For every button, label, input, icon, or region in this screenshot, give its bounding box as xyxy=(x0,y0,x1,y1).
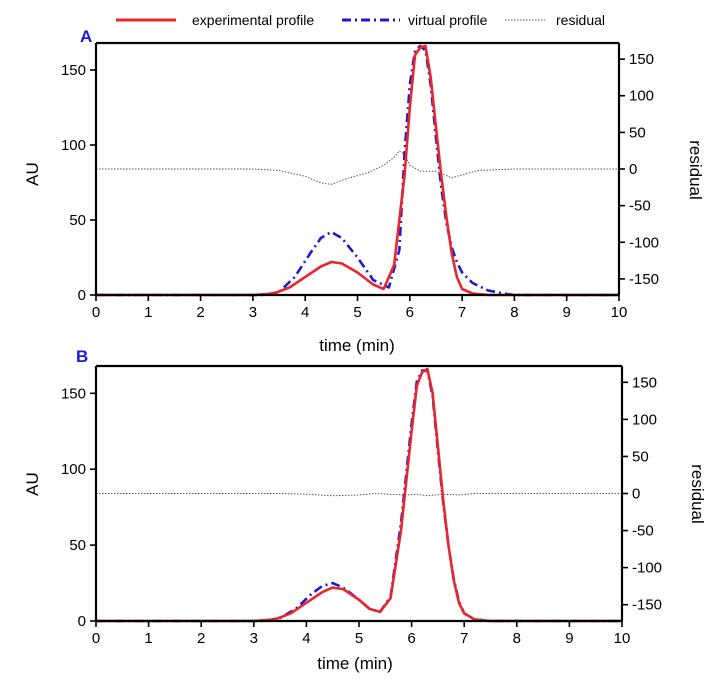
legend-label-residual: residual xyxy=(556,12,605,28)
x-tick-label: 6 xyxy=(407,630,415,647)
x-tick-label: 9 xyxy=(565,630,573,647)
x-tick-label: 2 xyxy=(197,630,205,647)
x-tick-label: 8 xyxy=(510,304,518,321)
panel-label-a: A xyxy=(80,27,92,46)
y-tick-label: 0 xyxy=(78,287,86,304)
x-tick-label: 7 xyxy=(458,304,466,321)
y-tick-label: 100 xyxy=(61,137,86,154)
y-axis-title-a: AU xyxy=(23,162,42,186)
x-tick-label: 9 xyxy=(563,304,571,321)
y-axis-title-b: AU xyxy=(23,472,42,496)
series-line-virtual-profile xyxy=(96,369,622,623)
x-tick-label: 5 xyxy=(353,304,361,321)
y-tick-label: 100 xyxy=(61,461,86,478)
x-tick-label: 1 xyxy=(144,630,152,647)
y-tick-label: 150 xyxy=(61,62,86,79)
series-line-virtual-profile xyxy=(96,44,619,297)
x-tick-label: 8 xyxy=(513,630,521,647)
legend: experimental profile virtual profile res… xyxy=(116,12,605,28)
legend-label-experimental: experimental profile xyxy=(192,12,314,28)
y2-tick-label: 100 xyxy=(629,88,654,105)
y-tick-label: 0 xyxy=(78,613,86,630)
y2-tick-label: 50 xyxy=(632,448,649,465)
x-tick-label: 1 xyxy=(144,304,152,321)
x-axis-title-a: time (min) xyxy=(319,336,395,355)
panel-b: B AU residual time (min) 0 1 2 3 4 5 6 7 8 9 10050… xyxy=(23,347,707,673)
y2-tick-label: -150 xyxy=(632,597,662,614)
x-tick-label: 6 xyxy=(406,304,414,321)
y2-tick-label: -50 xyxy=(632,523,654,540)
y2-axis-title-a: residual xyxy=(686,140,705,200)
x-tick-label: 2 xyxy=(196,304,204,321)
x-tick-label: 4 xyxy=(302,630,310,647)
x-tick-label: 0 xyxy=(92,304,100,321)
y2-tick-label: -150 xyxy=(629,271,659,288)
panel-label-b: B xyxy=(76,347,88,366)
y2-axis-title-b: residual xyxy=(688,464,707,524)
y2-tick-label: 150 xyxy=(629,51,654,68)
y2-tick-label: -100 xyxy=(632,560,662,577)
panel-a: A AU residual time (min) 0 1 2 3 4 5 6 7 8 9 10050… xyxy=(23,27,705,355)
y2-tick-label: 150 xyxy=(632,374,657,391)
x-tick-label: 3 xyxy=(250,630,258,647)
y2-tick-label: -50 xyxy=(629,198,651,215)
x-tick-label: 3 xyxy=(249,304,257,321)
series-line-experimental-profile xyxy=(96,44,619,297)
x-tick-label: 10 xyxy=(614,630,631,647)
series-line-residual xyxy=(96,150,619,185)
series-line-residual xyxy=(96,493,622,497)
legend-label-virtual: virtual profile xyxy=(408,12,488,28)
x-tick-label: 4 xyxy=(301,304,309,321)
y-tick-label: 150 xyxy=(61,385,86,402)
y2-tick-label: 50 xyxy=(629,124,646,141)
series-line-experimental-profile xyxy=(96,367,622,623)
x-axis-title-b: time (min) xyxy=(317,654,393,673)
x-tick-label: 5 xyxy=(355,630,363,647)
y2-tick-label: 0 xyxy=(629,161,637,178)
x-tick-label: 7 xyxy=(460,630,468,647)
y2-tick-label: 0 xyxy=(632,486,640,503)
y-tick-label: 50 xyxy=(69,537,86,554)
y2-tick-label: -100 xyxy=(629,234,659,251)
x-tick-label: 10 xyxy=(611,304,628,321)
y2-tick-label: 100 xyxy=(632,411,657,428)
y-tick-label: 50 xyxy=(69,212,86,229)
x-tick-label: 0 xyxy=(92,630,100,647)
